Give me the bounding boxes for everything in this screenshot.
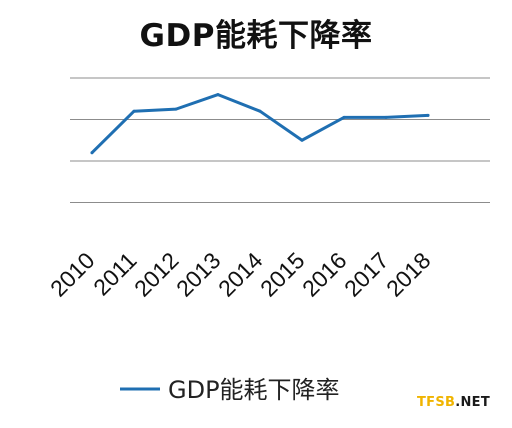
data-point-2015: [300, 138, 304, 142]
data-point-2013: [216, 93, 220, 97]
legend-label: GDP能耗下降率: [168, 376, 340, 404]
chart-title: GDP能耗下降率: [139, 18, 373, 54]
x-tick-label-2018: 2018: [381, 247, 436, 302]
series-line: [90, 93, 430, 155]
x-tick-label-2013: 2013: [171, 247, 226, 302]
data-point-2011: [132, 109, 136, 113]
data-point-2010: [90, 151, 94, 155]
watermark: TFSB.NET: [417, 395, 490, 410]
watermark-prefix: TFSB: [416, 395, 456, 410]
data-point-2014: [258, 109, 262, 113]
data-point-2018: [426, 113, 430, 117]
data-point-2017: [384, 115, 388, 119]
x-tick-label-2010: 2010: [45, 247, 100, 302]
watermark-suffix: .NET: [455, 395, 490, 410]
x-tick-label-2011: 2011: [88, 247, 141, 300]
x-tick-label-2015: 2015: [255, 247, 310, 302]
x-tick-label-2017: 2017: [339, 247, 394, 302]
data-point-2016: [342, 115, 346, 119]
x-tick-label-2014: 2014: [213, 247, 268, 302]
x-tick-label-2016: 2016: [297, 247, 352, 302]
data-point-2012: [174, 107, 178, 111]
x-tick-label-2012: 2012: [129, 247, 184, 302]
